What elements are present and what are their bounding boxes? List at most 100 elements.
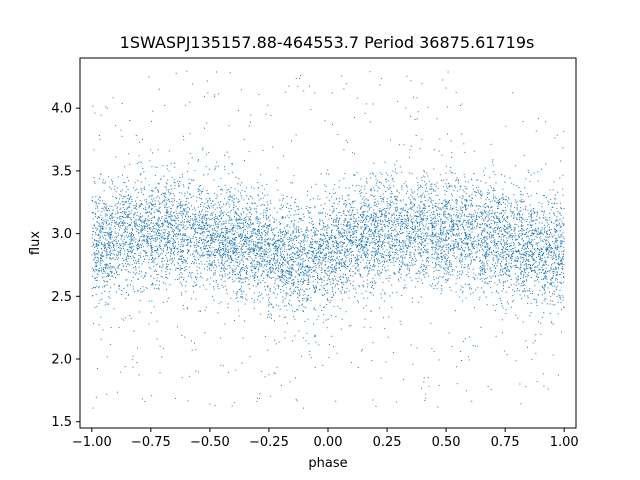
- scatter-point: [193, 263, 195, 265]
- scatter-point: [341, 299, 343, 301]
- scatter-point: [553, 254, 555, 256]
- scatter-point: [305, 253, 306, 255]
- scatter-point: [435, 194, 437, 196]
- scatter-point: [256, 205, 258, 207]
- scatter-point: [125, 191, 127, 193]
- scatter-point: [191, 205, 192, 207]
- scatter-point: [448, 213, 450, 215]
- scatter-point: [458, 249, 460, 250]
- scatter-point: [307, 271, 309, 273]
- scatter-point: [233, 271, 235, 273]
- scatter-point: [337, 288, 339, 290]
- scatter-point: [328, 251, 330, 253]
- scatter-point: [154, 250, 156, 251]
- scatter-point: [203, 226, 205, 228]
- scatter-point: [349, 221, 351, 223]
- scatter-point: [218, 245, 220, 246]
- scatter-point: [547, 247, 549, 249]
- scatter-point: [378, 210, 380, 212]
- scatter-point: [154, 187, 156, 189]
- scatter-point: [148, 196, 150, 198]
- scatter-point: [229, 228, 231, 230]
- scatter-point: [230, 244, 231, 246]
- scatter-point: [449, 287, 451, 288]
- scatter-point: [238, 309, 239, 311]
- scatter-point: [137, 258, 139, 260]
- scatter-point: [465, 199, 467, 201]
- scatter-point: [521, 247, 523, 249]
- scatter-point: [168, 297, 170, 299]
- scatter-point: [174, 215, 176, 217]
- scatter-point: [238, 263, 240, 265]
- scatter-point: [531, 243, 532, 245]
- scatter-point: [358, 285, 360, 287]
- scatter-point: [293, 248, 295, 250]
- scatter-point: [371, 241, 373, 243]
- scatter-point: [332, 124, 333, 125]
- scatter-point: [287, 241, 289, 243]
- scatter-point: [111, 272, 112, 274]
- scatter-point: [170, 219, 172, 221]
- scatter-point: [343, 203, 345, 205]
- scatter-point: [403, 251, 405, 253]
- scatter-point: [198, 188, 200, 190]
- scatter-point: [557, 191, 559, 193]
- scatter-point: [219, 255, 221, 257]
- scatter-point: [218, 221, 220, 223]
- scatter-point: [175, 72, 177, 74]
- scatter-point: [450, 185, 452, 187]
- scatter-point: [338, 246, 339, 248]
- scatter-point: [476, 217, 477, 219]
- scatter-point: [343, 224, 345, 226]
- scatter-point: [308, 212, 310, 214]
- scatter-point: [432, 246, 434, 248]
- scatter-point: [145, 198, 147, 200]
- scatter-point: [298, 235, 300, 237]
- scatter-point: [123, 231, 125, 233]
- scatter-point: [396, 206, 398, 208]
- scatter-point: [441, 257, 443, 259]
- scatter-point: [546, 253, 548, 255]
- scatter-point: [310, 109, 312, 111]
- scatter-point: [464, 247, 466, 249]
- scatter-point: [155, 197, 157, 199]
- scatter-point: [497, 233, 499, 235]
- scatter-point: [544, 271, 546, 273]
- scatter-point: [99, 225, 101, 227]
- scatter-point: [396, 189, 398, 191]
- scatter-point: [491, 292, 493, 294]
- scatter-point: [259, 398, 260, 399]
- scatter-point: [278, 285, 280, 287]
- scatter-point: [102, 235, 103, 237]
- scatter-point: [509, 275, 511, 277]
- scatter-point: [149, 233, 151, 235]
- scatter-point: [245, 236, 247, 238]
- scatter-point: [401, 172, 403, 173]
- scatter-point: [132, 255, 134, 257]
- scatter-point: [102, 181, 104, 183]
- scatter-point: [212, 207, 214, 209]
- scatter-point: [527, 231, 529, 233]
- scatter-point: [426, 211, 428, 213]
- scatter-point: [356, 212, 358, 214]
- scatter-point: [434, 221, 436, 223]
- scatter-point: [427, 229, 429, 231]
- scatter-point: [363, 201, 365, 203]
- scatter-point: [341, 286, 343, 288]
- scatter-point: [258, 221, 260, 222]
- scatter-point: [181, 250, 183, 251]
- scatter-point: [162, 235, 163, 237]
- scatter-point: [138, 290, 140, 292]
- scatter-point: [163, 224, 165, 226]
- scatter-point: [340, 281, 342, 283]
- scatter-point: [389, 200, 391, 202]
- scatter-point: [224, 266, 226, 268]
- scatter-point: [211, 233, 213, 235]
- scatter-point: [380, 214, 382, 216]
- scatter-point: [426, 215, 428, 217]
- scatter-point: [379, 210, 381, 212]
- scatter-point: [99, 299, 101, 301]
- scatter-point: [307, 275, 309, 277]
- scatter-point: [495, 255, 497, 257]
